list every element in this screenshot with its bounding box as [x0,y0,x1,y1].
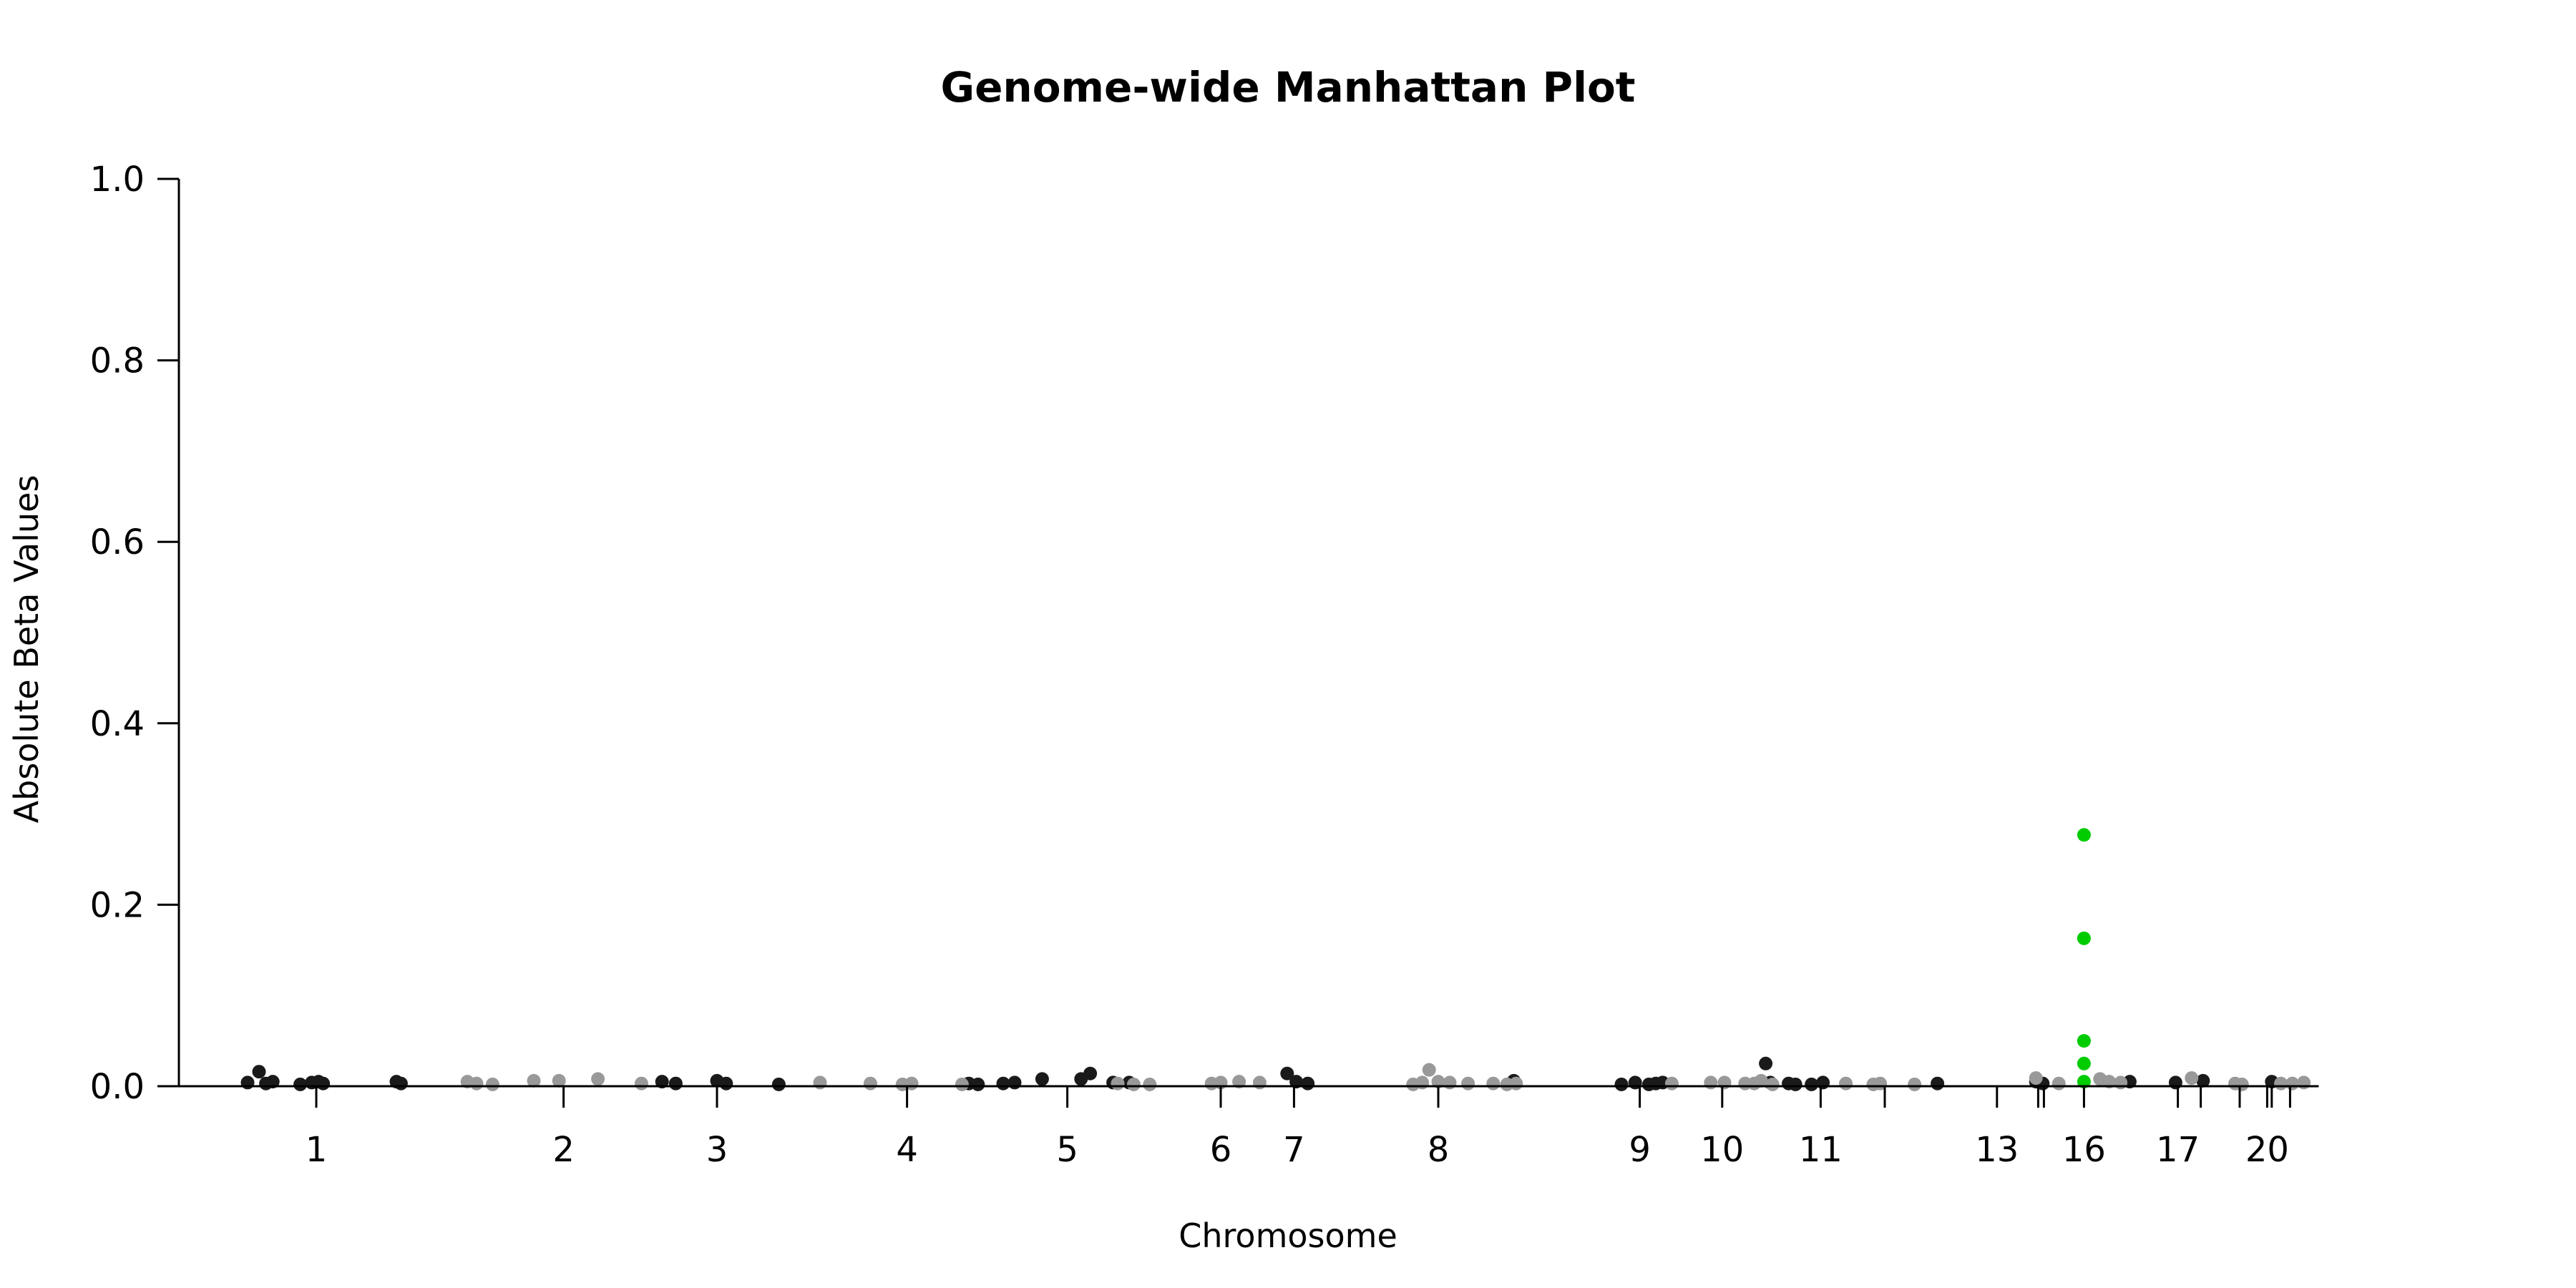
data-point-light-30 [1717,1075,1732,1090]
data-point-light-49 [2297,1075,2311,1090]
data-point-light-14 [1143,1077,1157,1091]
data-point-dark-16 [971,1077,985,1091]
x-tick-label-6: 7 [1283,1130,1305,1170]
data-point-dark-36 [1788,1077,1802,1091]
data-point-light-28 [1664,1076,1679,1091]
y-tick-label-1: 0.2 [90,885,145,925]
data-point-light-5 [591,1072,605,1086]
data-point-light-8 [863,1076,877,1091]
data-point-light-17 [1232,1075,1246,1089]
y-tick-label-4: 0.8 [90,341,145,381]
x-tick-label-5: 6 [1210,1130,1232,1170]
data-point-highlight-2 [2077,1034,2091,1048]
data-point-highlight-3 [2077,1056,2091,1070]
data-point-dark-0 [240,1075,255,1090]
data-point-dark-26 [1301,1076,1315,1091]
x-tick-label-9: 10 [1700,1130,1744,1170]
data-point-light-39 [2029,1071,2043,1085]
data-point-light-44 [2185,1071,2199,1085]
x-tick-label-2: 3 [706,1130,728,1170]
data-point-dark-33 [1759,1056,1773,1070]
data-point-light-6 [634,1076,648,1091]
data-point-light-40 [2051,1076,2066,1091]
x-tick-label-10: 11 [1799,1130,1843,1170]
data-point-dark-21 [1083,1066,1098,1080]
data-point-light-24 [1461,1076,1475,1091]
data-point-dark-11 [668,1076,683,1091]
data-point-dark-37 [1805,1077,1819,1091]
data-point-dark-9 [394,1076,408,1091]
data-point-light-13 [1126,1077,1141,1091]
x-tick-label-19: 20 [2245,1130,2289,1170]
data-point-light-4 [552,1073,566,1088]
data-point-dark-38 [1816,1075,1830,1090]
data-point-light-29 [1704,1075,1718,1090]
data-point-dark-3 [265,1075,280,1089]
data-point-light-25 [1486,1076,1501,1091]
data-point-dark-4 [293,1077,308,1091]
data-point-dark-7 [316,1076,331,1091]
data-point-light-22 [1431,1075,1445,1089]
data-point-dark-43 [2168,1075,2182,1090]
x-tick-label-8: 9 [1629,1130,1651,1170]
data-point-highlight-1 [2077,931,2091,945]
data-point-highlight-0 [2077,828,2091,842]
data-point-light-33 [1754,1073,1768,1088]
data-point-light-20 [1415,1075,1430,1090]
data-point-light-12 [1111,1076,1125,1091]
data-point-dark-10 [655,1075,669,1089]
y-tick-label-0: 0.0 [90,1067,145,1107]
data-point-dark-19 [1035,1072,1049,1086]
data-point-light-7 [813,1075,827,1090]
data-point-dark-24 [1280,1066,1294,1080]
x-tick-label-15: 16 [2062,1130,2106,1170]
data-point-light-27 [1509,1076,1523,1091]
x-tick-label-1: 2 [552,1130,575,1170]
data-point-light-11 [955,1077,969,1091]
data-point-light-38 [1908,1077,1922,1091]
x-tick-label-7: 8 [1428,1130,1450,1170]
x-tick-label-12: 13 [1975,1130,2019,1170]
y-tick-label-5: 1.0 [90,160,145,200]
data-point-dark-1 [252,1065,266,1079]
data-point-dark-25 [1289,1075,1304,1089]
data-point-dark-13 [719,1076,733,1091]
data-point-highlight-4 [2077,1075,2091,1089]
x-tick-label-4: 5 [1056,1130,1078,1170]
data-point-dark-14 [771,1077,786,1091]
y-tick-label-3: 0.6 [90,522,145,562]
data-point-light-43 [2114,1075,2128,1090]
chart-title: Genome-wide Manhattan Plot [940,63,1636,112]
data-point-light-21 [1422,1063,1436,1077]
data-point-light-42 [2102,1075,2117,1089]
data-point-light-2 [485,1077,499,1091]
x-tick-label-16: 17 [2156,1130,2200,1170]
data-point-light-23 [1443,1075,1457,1090]
data-point-light-3 [527,1073,541,1088]
y-tick-label-2: 0.4 [90,704,145,744]
data-point-light-46 [2235,1077,2249,1091]
data-point-dark-18 [1008,1075,1022,1090]
x-tick-label-0: 1 [306,1130,328,1170]
data-point-light-1 [469,1076,484,1091]
axes: 0.0 0.2 0.4 0.6 0.8 1.0 1 2 3 4 5 6 7 8 9 10 11 13 16 17 20 [90,160,2319,1170]
data-point-dark-28 [1614,1077,1629,1091]
data-point-dark-44 [2196,1073,2210,1088]
data-point-light-34 [1765,1077,1780,1091]
x-axis-label: Chromosome [1179,1216,1397,1255]
x-tick-label-3: 4 [896,1130,918,1170]
data-points [240,828,2311,1091]
data-point-light-35 [1839,1076,1853,1091]
data-point-dark-39 [1931,1076,1945,1091]
data-point-light-18 [1252,1075,1267,1090]
